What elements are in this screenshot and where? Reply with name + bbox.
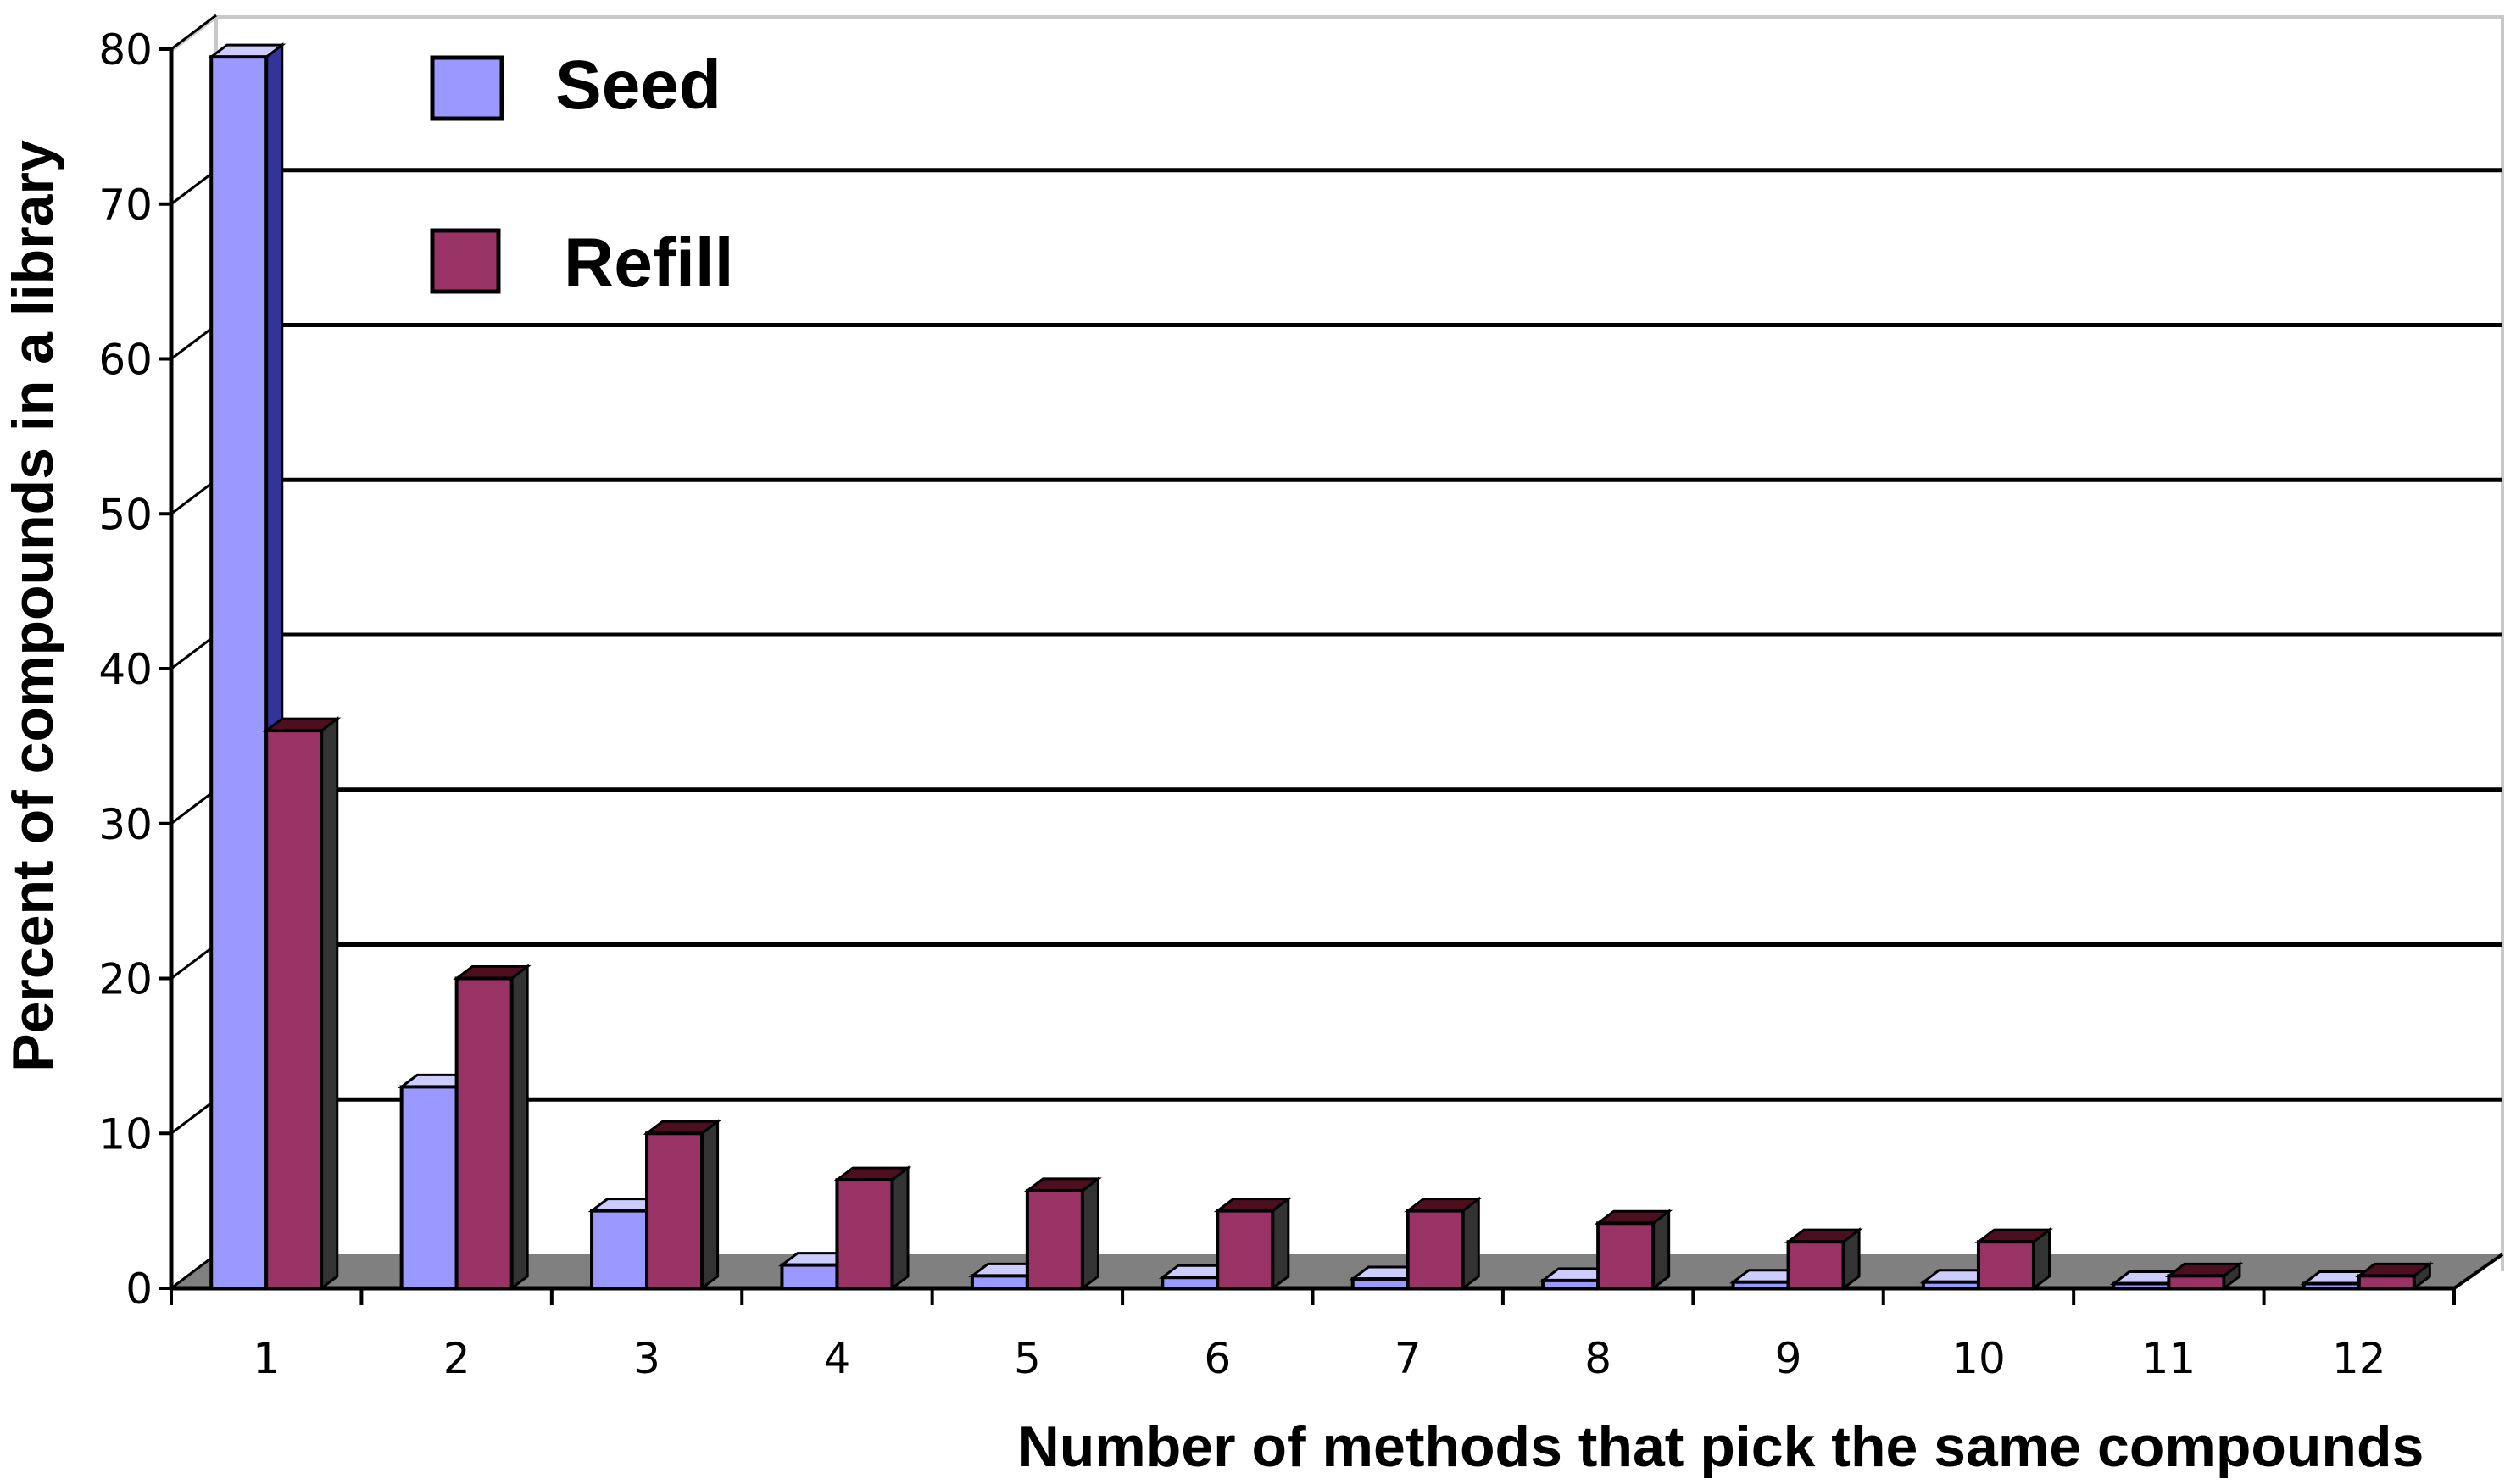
bar-front [1786,1240,1845,1291]
y-tick-label: 20 [98,955,153,1004]
bar-front [2302,1281,2361,1290]
bar-front [264,729,324,1290]
y-tick-label: 30 [98,800,153,849]
x-tick-label: 5 [1014,1334,1041,1383]
y-tick-depth [170,1253,217,1290]
bar-front [454,976,514,1290]
chart-floor [171,1254,2502,1288]
bar-refill-1 [262,716,342,1292]
bar-front [1731,1280,1790,1290]
bars [207,42,2434,1292]
x-tick-label: 7 [1394,1334,1422,1383]
x-tick-label: 4 [824,1334,851,1383]
bar-refill-9 [1784,1227,1863,1292]
bar-refill-12 [2355,1261,2434,1292]
legend-label-seed: Seed [555,47,721,124]
bar-front [1976,1240,2035,1291]
bar-refill-4 [832,1165,912,1292]
bar-refill-10 [1974,1227,2053,1292]
y-tick-label: 40 [98,645,153,694]
bar-front [209,55,269,1291]
y-tick-depth [170,324,217,360]
y-tick-label: 0 [125,1264,153,1314]
x-axis: 1 2 3 4 5 6 7 8 9 10 11 12 [170,1253,2504,1383]
bar-front [590,1209,649,1290]
y-tick-depth [170,14,217,51]
y-tick-depth [170,169,217,205]
legend-item-refill: Refill [430,225,733,302]
gridlines [216,168,2502,1102]
y-tick-depth [170,788,217,825]
bar-front [645,1131,704,1290]
bar-seed-1 [207,42,287,1292]
bar-refill-2 [453,964,532,1292]
left-wall-top-edge [170,15,218,53]
y-tick-label: 80 [98,25,153,75]
x-tick-label: 3 [633,1334,660,1383]
x-axis-title: Number of methods that pick the same com… [1018,1415,2424,1479]
bar-refill-6 [1213,1196,1293,1292]
bar-front [1025,1188,1084,1291]
y-tick-depth [170,633,217,670]
x-tick-label: 1 [253,1334,280,1383]
bar-front [2167,1274,2226,1291]
bar-front [1406,1209,1465,1290]
legend-item-seed: Seed [430,47,721,124]
bar-front [399,1085,459,1291]
bar-front [1350,1277,1410,1291]
x-tick-label: 8 [1584,1334,1611,1383]
bar-front [970,1274,1029,1291]
bar-front [780,1263,839,1291]
legend: Seed Refill [430,47,733,302]
bar-side [320,716,339,1292]
bar-front [1216,1209,1275,1290]
bar-side [510,964,529,1292]
bar-front [835,1178,894,1290]
bar-side [1461,1196,1480,1292]
bar-front [2112,1281,2171,1290]
y-tick-depth [170,479,217,515]
legend-swatch-seed [430,55,504,121]
bar-refill-11 [2164,1261,2244,1292]
legend-swatch-refill [430,228,501,294]
bar-front [1921,1280,1980,1290]
x-tick-label: 11 [2142,1334,2196,1383]
y-axis-title: Percent of compounds in a library [1,140,65,1072]
y-axis: 0 10 20 30 40 50 60 70 80 [98,14,217,1314]
bar-side [1271,1196,1290,1292]
bar-refill-3 [643,1119,722,1292]
x-tick-label: 12 [2332,1334,2386,1383]
bar-front [1596,1221,1656,1290]
bar-side [890,1165,910,1292]
y-tick-label: 60 [98,336,153,385]
bar-front [1161,1276,1220,1291]
y-tick-label: 10 [98,1109,153,1159]
legend-label-refill: Refill [564,225,733,302]
y-tick-label: 70 [98,181,153,230]
bar-refill-8 [1594,1209,1673,1292]
bar-seed-4 [777,1250,857,1292]
x-tick-label: 6 [1204,1334,1231,1383]
bar-side [700,1119,720,1292]
y-tick-depth [170,1098,217,1135]
x-axis-depth [2452,1253,2504,1290]
x-tick-label: 2 [443,1334,470,1383]
x-tick-label: 9 [1775,1334,1802,1383]
y-tick-depth [170,943,217,980]
bar-front [1541,1278,1600,1291]
back-wall-outline [214,15,2504,1283]
x-tick-label: 10 [1951,1334,2006,1383]
bar-front [2357,1274,2416,1291]
bar-refill-5 [1023,1176,1102,1292]
bar-side [1081,1176,1099,1292]
bar-refill-7 [1404,1196,1483,1292]
y-tick-label: 50 [98,490,153,539]
